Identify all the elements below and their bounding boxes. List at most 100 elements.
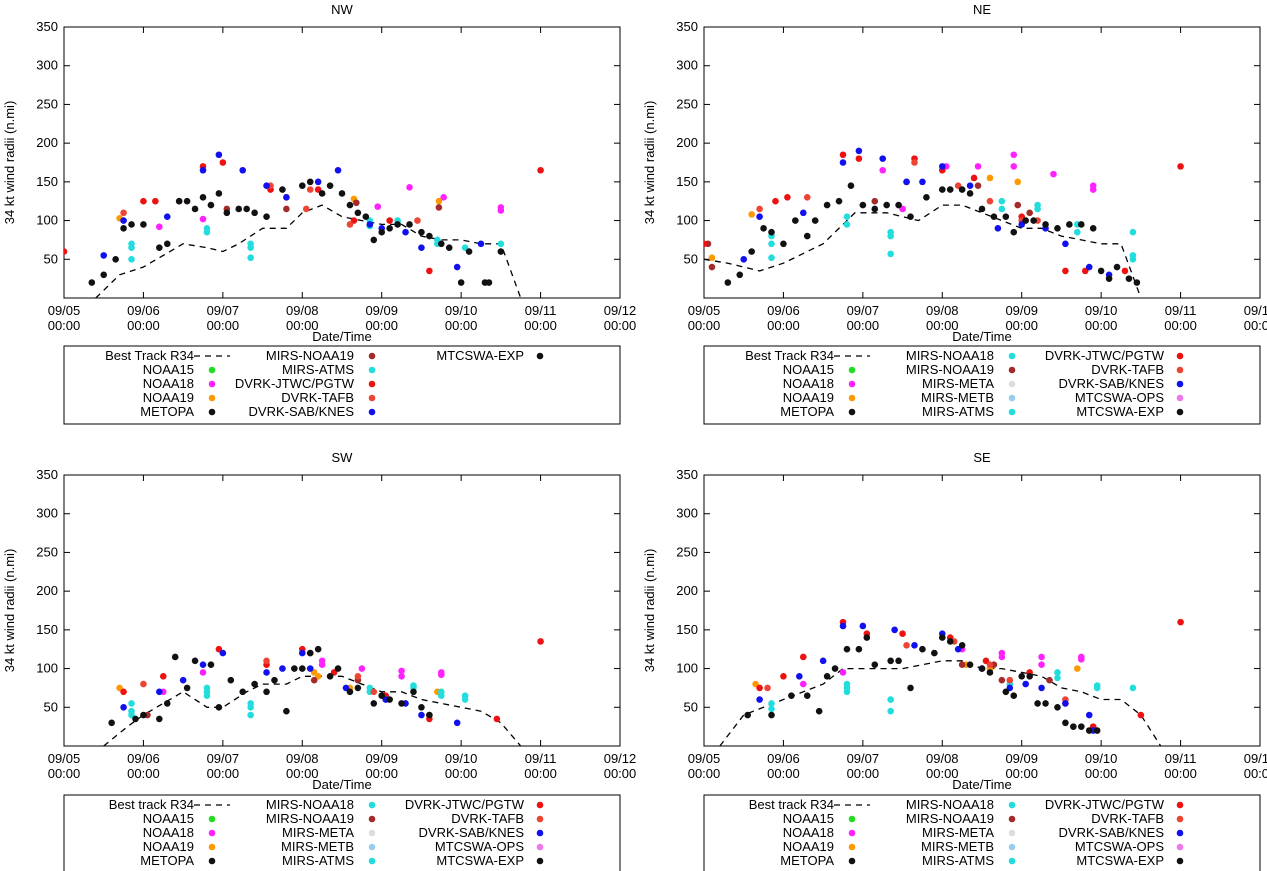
legend-label: MTCSWA-EXP (1076, 404, 1164, 419)
data-point (215, 151, 223, 159)
series-mirs-atms (768, 669, 1137, 715)
data-point (386, 225, 393, 232)
data-point (402, 228, 409, 236)
series-mirs-atms (128, 217, 505, 263)
data-point (736, 271, 744, 279)
data-point (1002, 213, 1010, 220)
legend-marker (1008, 815, 1016, 823)
legend-marker (848, 394, 856, 402)
data-point (986, 669, 994, 676)
data-point (378, 228, 386, 236)
x-tick-label: 09/07 (207, 303, 240, 318)
y-tick-label: 150 (36, 174, 58, 189)
x-tick-label: 00:00 (524, 318, 557, 333)
legend-label: MIRS-NOAA18 (906, 797, 994, 812)
data-point (326, 673, 334, 680)
data-point (140, 711, 147, 719)
legend-marker (208, 408, 216, 416)
data-point (1010, 163, 1018, 170)
data-point (132, 715, 139, 723)
series-noaa18 (156, 183, 505, 231)
data-point (768, 254, 775, 262)
legend-label: NOAA15 (143, 811, 194, 826)
data-point (223, 209, 231, 217)
x-tick-label: 09/08 (286, 303, 319, 318)
data-point (1014, 201, 1022, 209)
legend-label: DVRK-JTWC/PGTW (235, 376, 355, 391)
data-point (760, 225, 767, 232)
data-point (1133, 279, 1141, 286)
legend-label: DVRK-JTWC/PGTW (405, 797, 525, 812)
x-tick-label: 09/11 (525, 751, 557, 766)
legend-label: NOAA15 (143, 362, 194, 377)
y-tick-label: 200 (676, 135, 698, 150)
legend-label: METOPA (780, 853, 834, 868)
data-point (923, 194, 930, 201)
data-point (159, 673, 167, 680)
y-tick-label: 300 (36, 506, 58, 521)
data-point (768, 240, 775, 248)
legend-label: MIRS-NOAA19 (266, 811, 354, 826)
data-point (243, 205, 250, 213)
x-tick-label: 00:00 (1164, 766, 1197, 781)
x-tick-label: 09/05 (688, 751, 721, 766)
data-point (879, 166, 887, 174)
x-tick-label: 09/11 (525, 303, 557, 318)
data-point (302, 205, 310, 213)
legend-box (703, 345, 1261, 425)
data-point (835, 197, 843, 205)
data-point (958, 642, 966, 649)
legend-label: DVRK-TAFB (451, 811, 524, 826)
legend-marker (1176, 408, 1184, 416)
data-point (247, 254, 254, 262)
legend-label: MIRS-NOAA18 (906, 348, 994, 363)
data-point (426, 232, 433, 240)
data-point (768, 700, 775, 707)
x-tick-label: 00:00 (847, 318, 880, 333)
x-tick-label: 09/09 (1005, 303, 1038, 318)
series-mtcswa-exp (724, 182, 1141, 286)
data-point (966, 661, 974, 668)
legend-marker (208, 857, 216, 865)
x-tick-label: 09/07 (847, 751, 880, 766)
data-point (354, 209, 362, 217)
data-point (966, 190, 974, 197)
y-tick-label: 300 (676, 506, 698, 521)
data-point (970, 174, 978, 182)
data-point (271, 676, 278, 684)
y-tick-label: 50 (44, 251, 58, 266)
legend-box (63, 794, 621, 871)
x-tick-label: 00:00 (207, 766, 240, 781)
data-point (871, 661, 879, 668)
y-axis-label: 34 kt wind radii (n.mi) (642, 549, 657, 673)
data-point (279, 186, 286, 193)
series-dvrk-sab-knes (120, 649, 461, 727)
data-point (966, 182, 974, 190)
data-point (895, 201, 902, 209)
x-tick-label: 00:00 (1005, 766, 1038, 781)
data-point (887, 657, 894, 665)
data-point (958, 186, 966, 193)
y-tick-label: 100 (676, 661, 698, 676)
legend-marker (1008, 843, 1016, 851)
data-point (839, 151, 847, 159)
data-point (831, 665, 839, 672)
data-point (740, 255, 748, 263)
data-point (437, 692, 445, 699)
data-point (931, 649, 938, 657)
data-point (974, 182, 982, 190)
y-tick-label: 250 (676, 96, 698, 111)
legend-label: DVRK-SAB/KNES (1059, 825, 1165, 840)
data-point (386, 217, 393, 224)
data-point (764, 684, 771, 692)
data-point (235, 205, 243, 213)
data-point (366, 221, 374, 228)
data-point (1129, 684, 1137, 692)
legend-marker (848, 380, 856, 388)
x-tick-label: 00:00 (1085, 766, 1118, 781)
data-point (374, 203, 382, 210)
data-point (883, 201, 890, 209)
legend-marker (1176, 394, 1184, 402)
data-point (120, 209, 127, 217)
